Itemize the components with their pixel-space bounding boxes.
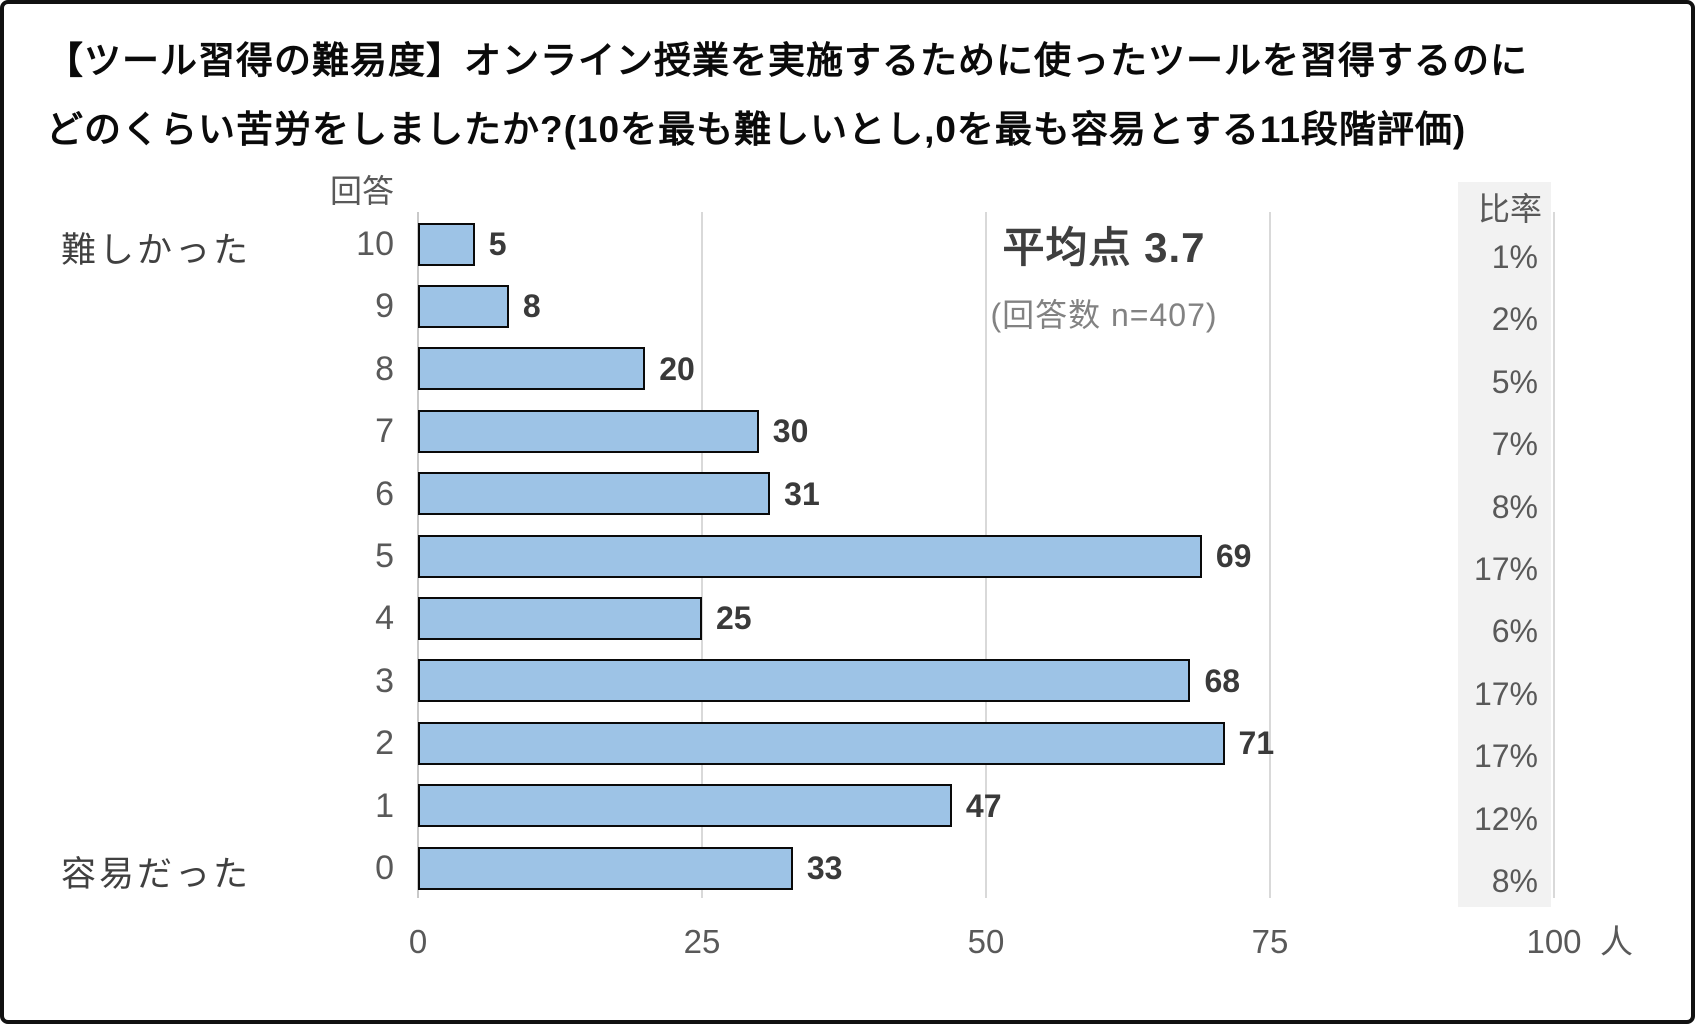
bar-score-5 xyxy=(418,534,1202,578)
category-label-5: 5 xyxy=(375,537,394,575)
x-tick-label-50: 50 xyxy=(967,923,1005,960)
chart-title-line2: どのくらい苦労をしましたか?(10を最も難しいとし,0を最も容易とする11段階評… xyxy=(46,109,1467,150)
axis-label-difficult: 難しかった xyxy=(61,231,252,270)
bar-value-label-8: 20 xyxy=(659,350,695,387)
axis-label-easy: 容易だった xyxy=(61,855,252,894)
bar-value-label-1: 47 xyxy=(965,787,1002,824)
bar-value-label-4: 25 xyxy=(716,600,752,637)
bar-score-7 xyxy=(418,409,759,453)
percentage-label-7: 7% xyxy=(1491,426,1538,463)
bar-value-label-9: 8 xyxy=(522,288,541,325)
bar-score-3 xyxy=(418,659,1191,703)
bar-score-6 xyxy=(418,472,771,516)
x-tick-label-0: 0 xyxy=(408,923,428,960)
bar-value-label-0: 33 xyxy=(806,850,843,886)
bar-score-0 xyxy=(418,846,793,890)
bar-score-10 xyxy=(418,222,475,266)
category-label-3: 3 xyxy=(375,661,394,700)
percentage-label-1: 12% xyxy=(1473,800,1538,837)
category-label-8: 8 xyxy=(375,349,394,388)
category-label-0: 0 xyxy=(375,849,394,887)
percentage-label-8: 5% xyxy=(1491,363,1538,400)
percentage-label-2: 17% xyxy=(1473,738,1538,775)
x-axis-unit-label: 人 xyxy=(1600,923,1633,960)
bar-value-label-10: 5 xyxy=(488,226,507,262)
chart-title-line1: 【ツール習得の難易度】オンライン授業を実施するために使ったツールを習得するのに xyxy=(46,40,1528,81)
percentage-label-5: 17% xyxy=(1473,551,1538,587)
x-tick-label-75: 75 xyxy=(1251,923,1289,960)
percentage-label-4: 6% xyxy=(1491,613,1538,650)
x-tick-label-100: 100 xyxy=(1526,923,1582,960)
category-label-4: 4 xyxy=(375,599,394,638)
sample-size-annotation: (回答数 n=407) xyxy=(990,297,1218,333)
percentage-label-0: 8% xyxy=(1491,863,1538,899)
x-tick-label-25: 25 xyxy=(683,923,721,960)
percentage-label-6: 8% xyxy=(1491,488,1538,525)
bar-value-label-5: 69 xyxy=(1215,538,1252,574)
bar-score-2 xyxy=(418,721,1225,765)
category-label-9: 9 xyxy=(375,287,394,326)
bar-value-label-7: 30 xyxy=(772,413,809,450)
bar-score-1 xyxy=(418,784,952,828)
bar-value-label-3: 68 xyxy=(1204,662,1241,699)
ratio-column-background xyxy=(1458,182,1551,907)
bar-value-label-2: 71 xyxy=(1238,725,1275,762)
category-label-6: 6 xyxy=(375,474,394,513)
percentage-label-3: 17% xyxy=(1473,675,1538,712)
category-label-2: 2 xyxy=(375,724,394,763)
average-score-annotation: 平均点 3.7 xyxy=(1002,224,1206,271)
gridline-x-100 xyxy=(1553,212,1555,898)
category-label-10: 10 xyxy=(356,225,394,263)
percentage-label-9: 2% xyxy=(1491,301,1538,338)
chart-title: 【ツール習得の難易度】オンライン授業を実施するために使ったツールを習得するのに … xyxy=(46,26,1606,164)
bar-score-9 xyxy=(418,284,509,328)
y-axis-header: 回答 xyxy=(329,173,394,209)
ratio-column-header: 比率 xyxy=(1477,191,1542,227)
bar-score-8 xyxy=(418,347,646,391)
category-label-1: 1 xyxy=(375,786,394,825)
bar-score-4 xyxy=(418,596,702,640)
percentage-label-10: 1% xyxy=(1491,239,1538,275)
category-label-7: 7 xyxy=(375,412,394,451)
bar-value-label-6: 31 xyxy=(784,475,820,512)
gridline-x-75 xyxy=(1269,212,1271,898)
